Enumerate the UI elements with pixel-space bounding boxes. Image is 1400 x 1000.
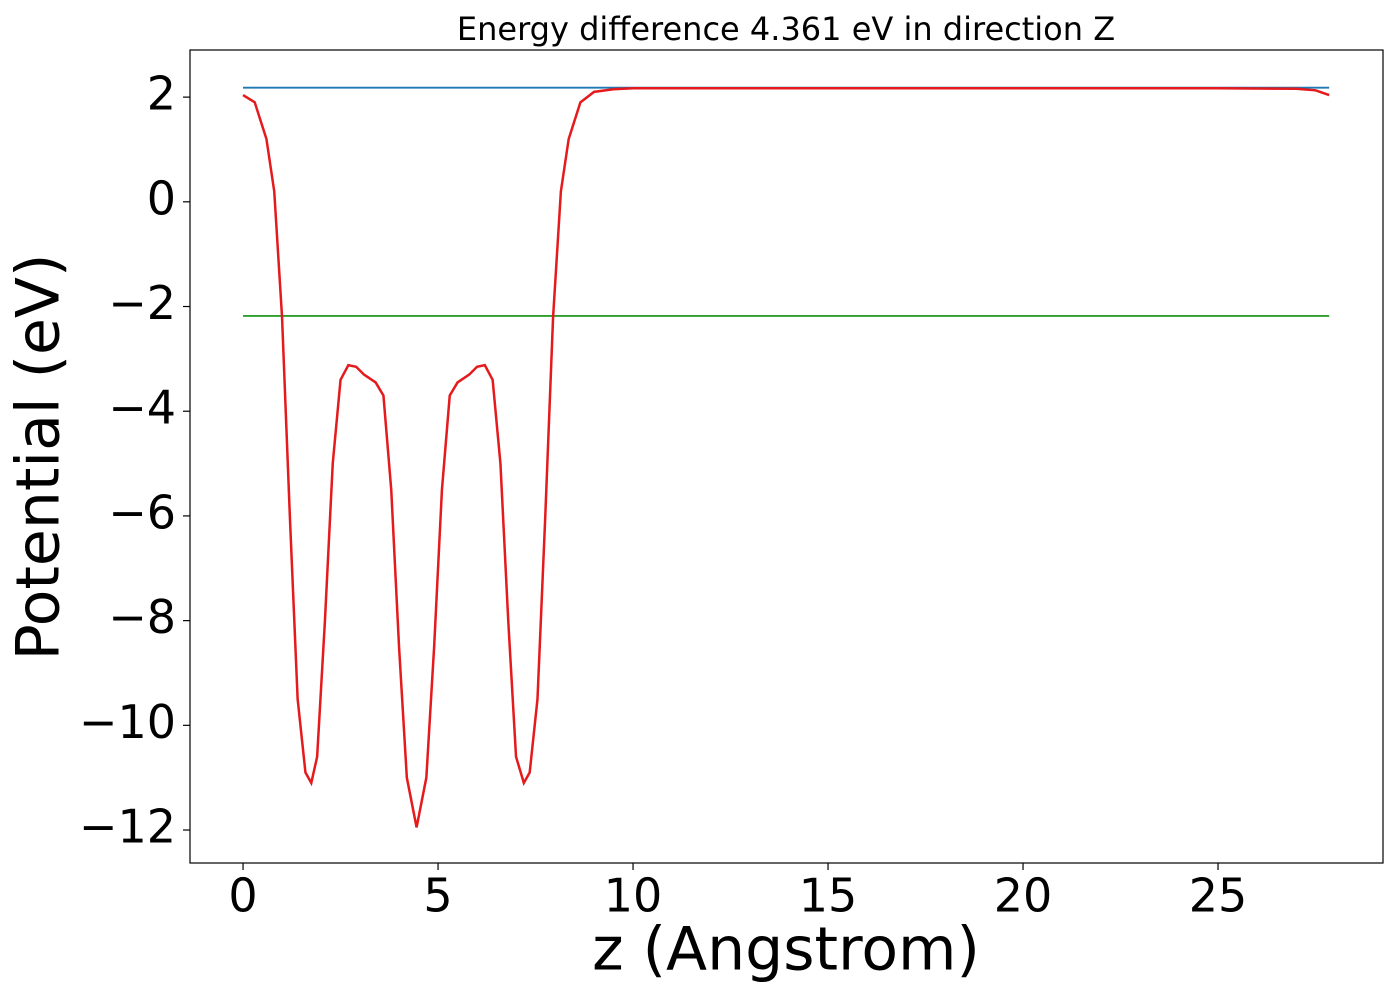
x-tick-label: 25 [1189,869,1248,923]
chart-title: Energy difference 4.361 eV in direction … [457,10,1115,48]
y-tick-label: 0 [147,171,176,225]
line [242,86,1330,828]
y-tick-label: −2 [108,276,176,330]
x-tick-label: 15 [799,869,858,923]
x-tick-label: 0 [228,869,257,923]
y-tick-label: −8 [108,590,176,644]
y-tick-label: −4 [108,381,176,435]
y-tick-label: −10 [79,695,176,749]
x-tick-label: 10 [604,869,663,923]
x-axis-label: z (Angstrom) [592,915,980,985]
y-axis-label: Potential (eV) [4,254,74,661]
y-tick-label: −6 [108,485,176,539]
plot-frame [189,49,1384,864]
y-tick-label: 2 [147,67,176,121]
y-tick-label: −12 [79,800,176,854]
x-tick-label: 5 [423,869,452,923]
x-tick-label: 20 [994,869,1053,923]
